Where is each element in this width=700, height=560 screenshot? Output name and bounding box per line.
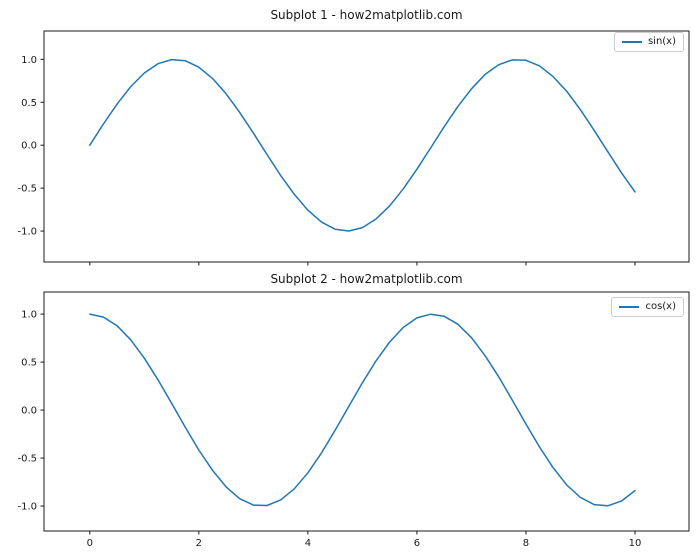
subplot-2-title: Subplot 2 - how2matplotlib.com: [270, 272, 463, 286]
x-tick-label: 4: [305, 538, 311, 549]
x-tick-label: 6: [414, 538, 420, 549]
y-tick-label: 1.0: [21, 55, 37, 66]
legend-line-sample: [621, 41, 642, 43]
subplot-1-axes: 1.0 0.5 0.0 -0.5 -1.0: [17, 30, 690, 266]
curve-cos(x): [89, 313, 636, 507]
legend-line-sample: [619, 306, 640, 308]
legend-label: sin(x): [647, 36, 676, 47]
y-tick-label: -1.0: [17, 502, 37, 513]
curve-sin(x): [89, 58, 636, 232]
y-tick-label: 1.0: [21, 310, 37, 321]
y-tick-label: 0.5: [21, 98, 37, 109]
legend-cos: cos(x): [611, 297, 684, 317]
subplot-1-title: Subplot 1 - how2matplotlib.com: [270, 8, 463, 22]
y-tick-label: -0.5: [17, 184, 37, 195]
axes-frame: [43, 291, 690, 532]
axes-frame: [43, 30, 690, 263]
legend-label: cos(x): [645, 301, 676, 312]
x-tick-label: 2: [196, 538, 202, 549]
subplot-2-axes: 0 2 4 6 8 10 1.0 0.5 0.0 -0.5 -1.0: [17, 291, 690, 549]
x-tick-label: 10: [629, 538, 642, 549]
y-tick-label: -0.5: [17, 454, 37, 465]
legend-sin: sin(x): [613, 32, 684, 52]
x-tick-label: 8: [523, 538, 529, 549]
y-tick-label: 0.5: [21, 358, 37, 369]
x-tick-label: 0: [87, 538, 93, 549]
y-tick-label: -1.0: [17, 227, 37, 238]
y-tick-label: 0.0: [21, 141, 37, 152]
y-tick-label: 0.0: [21, 406, 37, 417]
